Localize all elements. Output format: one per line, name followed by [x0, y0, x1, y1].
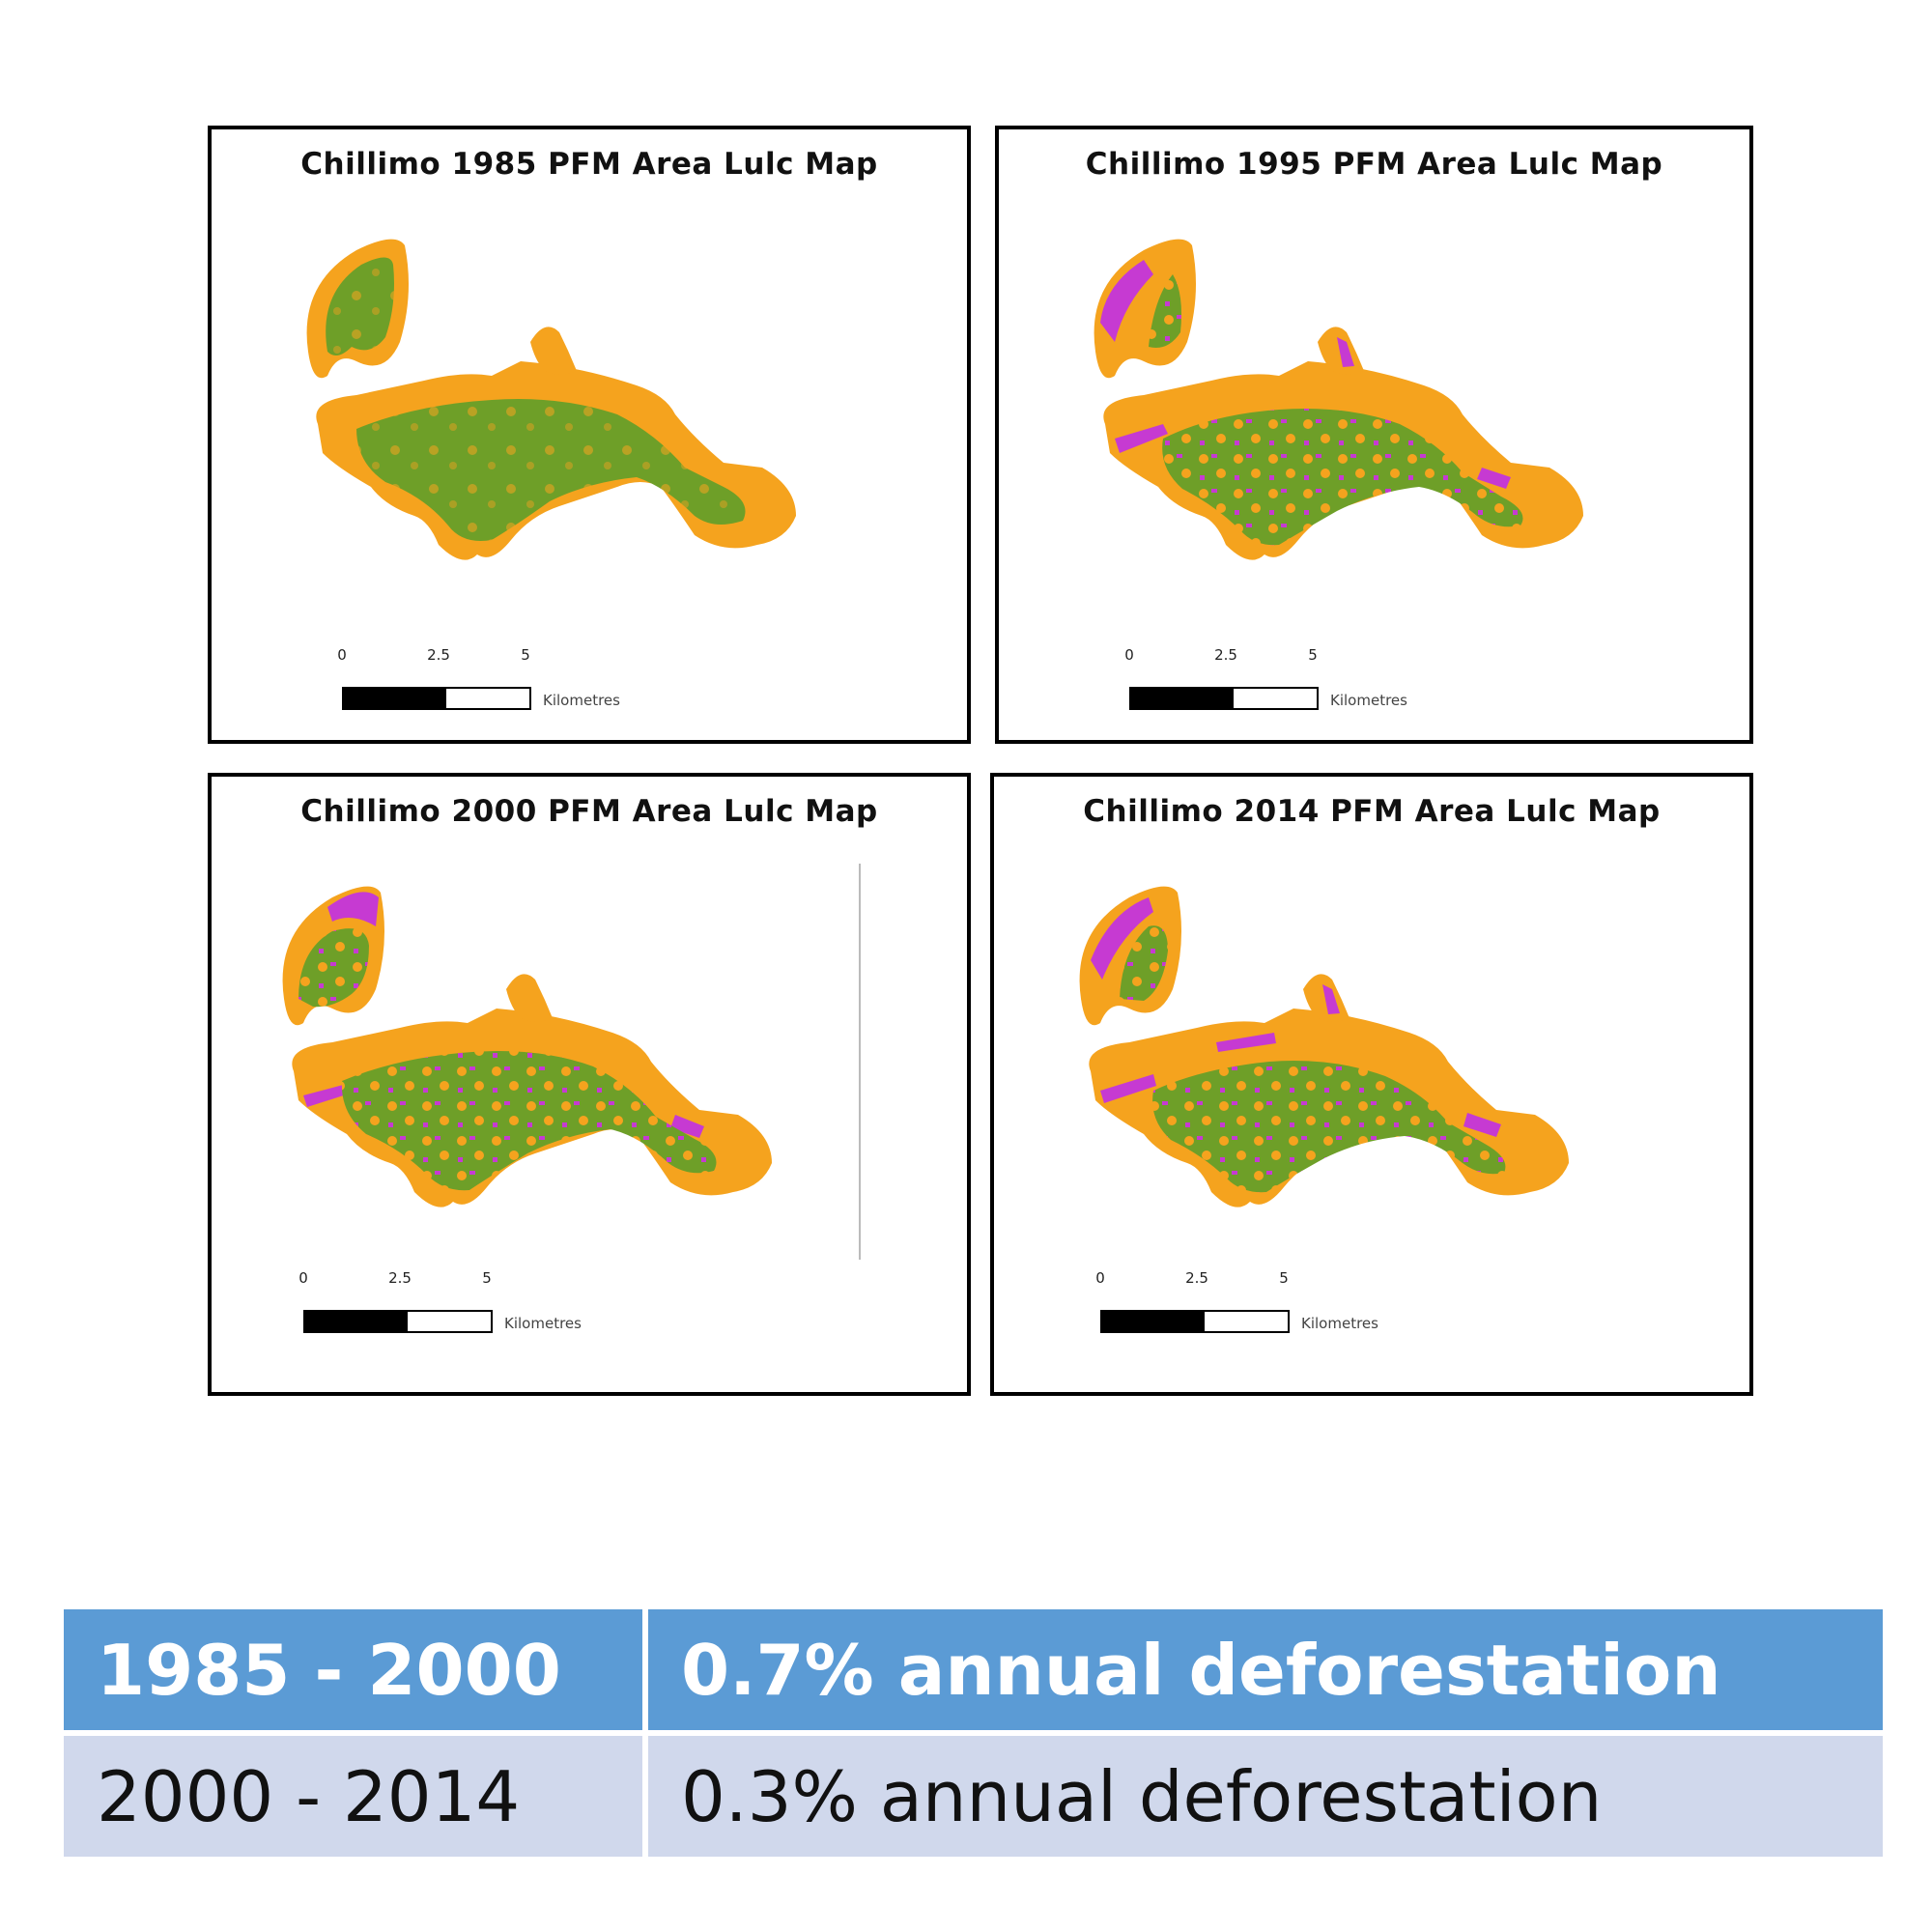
scale-tick: 5	[482, 1269, 492, 1287]
map-title: Chillimo 1985 PFM Area Lulc Map	[300, 147, 878, 182]
map-title: Chillimo 1995 PFM Area Lulc Map	[1085, 147, 1663, 182]
map-panel-2000: Chillimo 2000 PFM Area Lulc Map 0 2.5 5 …	[208, 773, 971, 1396]
scale-tick: 5	[1308, 646, 1318, 664]
scale-bar: 0 2.5 5 Kilometres	[298, 1269, 632, 1347]
deforestation-table: 1985 - 2000 0.7% annual deforestation 20…	[58, 1604, 1889, 1862]
map-title: Chillimo 2014 PFM Area Lulc Map	[1083, 794, 1661, 829]
map-frame-line	[859, 864, 861, 1260]
scale-bar: 0 2.5 5 Kilometres	[1124, 646, 1458, 724]
lulc-map-1995	[1094, 239, 1583, 560]
lulc-map-1985	[306, 239, 796, 560]
scale-tick: 2.5	[427, 646, 450, 664]
scale-tick: 5	[1279, 1269, 1289, 1287]
scale-tick: 5	[521, 646, 530, 664]
scale-unit: Kilometres	[1301, 1315, 1378, 1332]
map-panel-1995: Chillimo 1995 PFM Area Lulc Map 0 2.5 5 …	[995, 126, 1753, 744]
scale-unit: Kilometres	[504, 1315, 582, 1332]
scale-unit: Kilometres	[543, 692, 620, 709]
map-panel-1985: Chillimo 1985 PFM Area Lulc Map 0 2.5 5 …	[208, 126, 971, 744]
scale-tick: 0	[1124, 646, 1134, 664]
lulc-map-2000	[282, 886, 772, 1208]
period-cell: 1985 - 2000	[64, 1609, 642, 1730]
scale-tick: 2.5	[1185, 1269, 1208, 1287]
rate-cell: 0.3% annual deforestation	[648, 1736, 1883, 1857]
rate-cell: 0.7% annual deforestation	[648, 1609, 1883, 1730]
lulc-map-2014	[1079, 886, 1569, 1208]
table-row: 2000 - 2014 0.3% annual deforestation	[64, 1736, 1883, 1857]
map-panel-2014: Chillimo 2014 PFM Area Lulc Map 0 2.5 5 …	[990, 773, 1753, 1396]
scale-tick: 2.5	[388, 1269, 412, 1287]
scale-bar: 0 2.5 5 Kilometres	[337, 646, 670, 724]
scale-unit: Kilometres	[1330, 692, 1407, 709]
scale-bar: 0 2.5 5 Kilometres	[1095, 1269, 1429, 1347]
map-title: Chillimo 2000 PFM Area Lulc Map	[300, 794, 878, 829]
table-row: 1985 - 2000 0.7% annual deforestation	[64, 1609, 1883, 1730]
scale-tick: 0	[1095, 1269, 1105, 1287]
scale-tick: 2.5	[1214, 646, 1237, 664]
scale-tick: 0	[337, 646, 347, 664]
period-cell: 2000 - 2014	[64, 1736, 642, 1857]
scale-tick: 0	[298, 1269, 308, 1287]
